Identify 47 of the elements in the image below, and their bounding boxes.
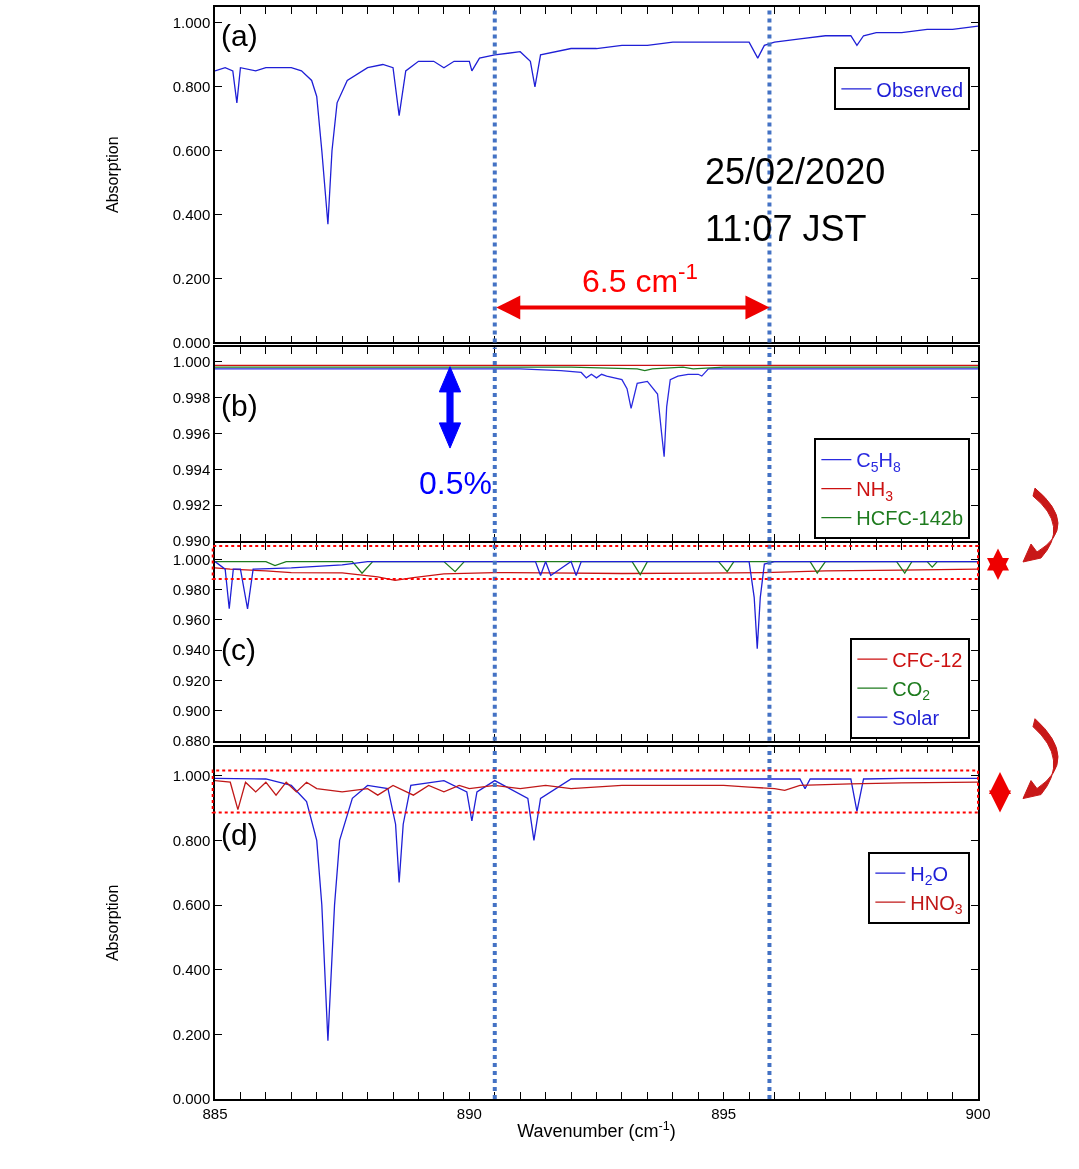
annotation: 11:07 JST xyxy=(705,208,867,249)
legend-label: H$_{2}$O xyxy=(910,862,949,889)
y-tick-label: 0.996 xyxy=(172,424,211,442)
legend-label: C$_{5}$H$_{8}$ xyxy=(856,449,902,475)
y-tick-label: 0.960 xyxy=(172,611,211,629)
annotation: 25/02/2020 xyxy=(705,151,886,192)
x-axis-title: Wavenumber (cm$^{-1}$) xyxy=(517,1118,676,1142)
y-tick-label: 0.880 xyxy=(172,731,211,749)
y-axis-title: Absorption xyxy=(104,884,122,962)
legend-label: CFC-12 xyxy=(892,648,963,671)
annotation: (b) xyxy=(221,389,258,422)
y-tick-label: 0.000 xyxy=(172,333,211,351)
y-tick-label: 0.400 xyxy=(172,205,211,223)
y-tick-label: 1.000 xyxy=(172,550,211,568)
y-tick-label: 0.200 xyxy=(172,1025,211,1043)
y-tick-label: 0.800 xyxy=(172,831,211,849)
annotation: (d) xyxy=(221,818,258,851)
y-tick-label: 1.000 xyxy=(172,352,211,370)
y-tick-label: 0.994 xyxy=(172,460,211,478)
y-tick-label: 0.600 xyxy=(172,141,211,159)
annotation: (c) xyxy=(221,633,256,666)
y-tick-label: 0.200 xyxy=(172,269,211,287)
y-tick-label: 0.400 xyxy=(172,960,211,978)
y-tick-label: 0.992 xyxy=(172,496,211,514)
legend-label: HCFC-142b xyxy=(856,507,964,530)
y-tick-label: 1.000 xyxy=(172,14,211,32)
x-tick-label: 900 xyxy=(965,1104,991,1122)
legend-label: HNO$_{3}$ xyxy=(910,891,963,918)
annotation: (a) xyxy=(221,19,258,52)
annotation: 6.5 cm$^{-1}$ xyxy=(582,259,698,300)
x-tick-label: 890 xyxy=(456,1104,482,1122)
y-tick-label: 0.920 xyxy=(172,671,211,689)
legend-label: Solar xyxy=(892,706,940,729)
y-tick-label: 0.900 xyxy=(172,701,211,719)
x-tick-label: 895 xyxy=(711,1104,737,1122)
y-tick-label: 0.800 xyxy=(172,78,211,96)
legend-label: CO$_{2}$ xyxy=(892,677,931,704)
y-axis-title: Absorption xyxy=(104,136,122,213)
annotation: 0.5% xyxy=(419,465,492,501)
y-tick-label: 0.998 xyxy=(172,388,211,406)
y-tick-label: 0.980 xyxy=(172,581,211,599)
y-tick-label: 0.940 xyxy=(172,641,211,659)
y-tick-label: 0.990 xyxy=(172,532,211,550)
y-tick-label: 1.000 xyxy=(172,766,211,784)
legend-label: NH$_{3}$ xyxy=(856,478,894,504)
legend-label: Observed xyxy=(876,78,964,101)
y-tick-label: 0.600 xyxy=(172,896,211,914)
